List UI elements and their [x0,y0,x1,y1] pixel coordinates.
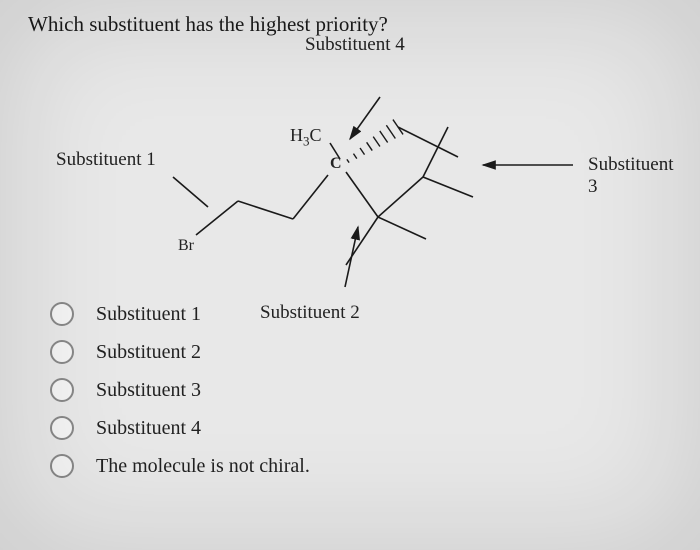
option-label: Substituent 2 [96,341,201,364]
option-row[interactable]: Substituent 4 [50,416,310,440]
option-label: Substituent 4 [96,417,201,440]
option-row[interactable]: Substituent 3 [50,378,310,402]
option-row[interactable]: The molecule is not chiral. [50,454,310,478]
answer-options: Substituent 1 Substituent 2 Substituent … [50,302,310,492]
br-atom-label: Br [178,237,194,255]
radio-icon[interactable] [50,378,74,402]
radio-icon[interactable] [50,416,74,440]
carbon-center-label: C [330,155,342,173]
substituent-1-label: Substituent 1 [56,149,156,171]
substituent-3-label: Substituent 3 [588,154,674,198]
radio-icon[interactable] [50,302,74,326]
radio-icon[interactable] [50,340,74,364]
radio-icon[interactable] [50,454,74,478]
option-row[interactable]: Substituent 1 [50,302,310,326]
option-label: Substituent 3 [96,379,201,402]
option-label: Substituent 1 [96,303,201,326]
question-page: Which substituent has the highest priori… [0,0,700,550]
option-label: The molecule is not chiral. [96,455,310,478]
option-row[interactable]: Substituent 2 [50,340,310,364]
molecule-diagram: Substituent 1 Substituent 3 Br H3C C Sub… [28,37,672,337]
h3c-label: H3C [290,125,322,150]
